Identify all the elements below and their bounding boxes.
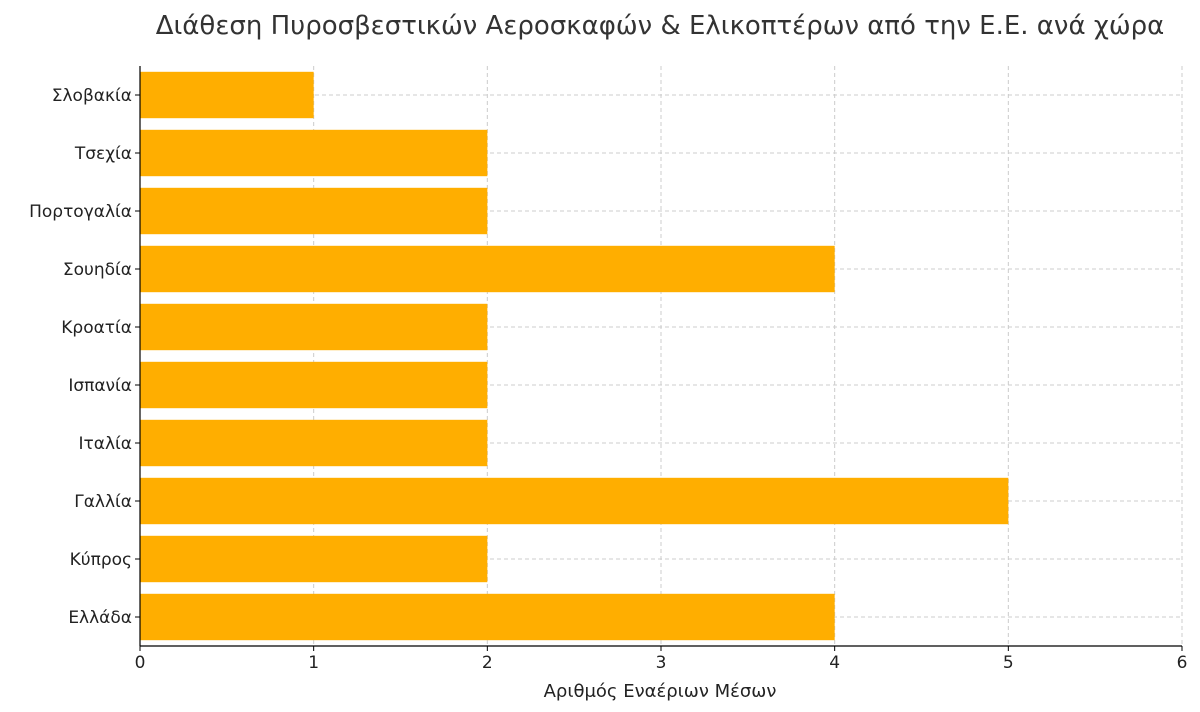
y-tick-label: Κύπρος bbox=[70, 550, 132, 570]
x-tick-labels: 0 1 2 3 4 5 6 bbox=[135, 653, 1188, 673]
bar bbox=[140, 361, 488, 409]
bar bbox=[140, 129, 488, 177]
x-tick-label: 0 bbox=[135, 653, 146, 673]
bar bbox=[140, 71, 314, 119]
bar bbox=[140, 535, 488, 583]
x-axis-label: Αριθμός Εναέριων Μέσων bbox=[544, 681, 777, 702]
bar bbox=[140, 245, 835, 293]
y-tick-label: Σλοβακία bbox=[52, 86, 132, 106]
bar bbox=[140, 477, 1009, 525]
y-tick-label: Κροατία bbox=[61, 318, 132, 338]
y-tick-label: Τσεχία bbox=[74, 144, 132, 164]
y-tick-label: Σουηδία bbox=[63, 260, 132, 280]
x-tick-label: 1 bbox=[308, 653, 319, 673]
y-tick-label: Πορτογαλία bbox=[29, 202, 132, 222]
axes bbox=[135, 66, 1183, 651]
bar bbox=[140, 187, 488, 235]
y-tick-labels: Ελλάδα Κύπρος Γαλλία Ιταλία Ισπανία Κροατία Σο… bbox=[29, 86, 132, 628]
y-tick-label: Ισπανία bbox=[68, 376, 132, 396]
bars bbox=[140, 71, 1009, 641]
bar bbox=[140, 303, 488, 351]
bar bbox=[140, 419, 488, 467]
x-tick-label: 3 bbox=[656, 653, 667, 673]
y-tick-label: Ελλάδα bbox=[68, 608, 132, 628]
x-tick-label: 4 bbox=[829, 653, 840, 673]
x-tick-label: 5 bbox=[1003, 653, 1014, 673]
chart-title: Διάθεση Πυροσβεστικών Αεροσκαφών & Ελικο… bbox=[156, 11, 1165, 41]
x-tick-label: 6 bbox=[1177, 653, 1188, 673]
y-tick-label: Γαλλία bbox=[74, 492, 132, 512]
x-tick-label: 2 bbox=[482, 653, 493, 673]
bar bbox=[140, 593, 835, 641]
y-tick-label: Ιταλία bbox=[79, 434, 132, 454]
